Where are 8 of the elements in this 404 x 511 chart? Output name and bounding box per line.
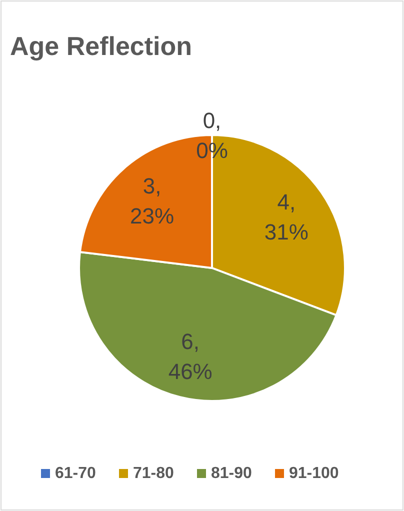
legend-label: 61-70 xyxy=(55,465,96,482)
data-label: 6, 46% xyxy=(168,328,212,384)
chart-title: Age Reflection xyxy=(10,31,192,61)
data-label: 4, 31% xyxy=(264,190,308,245)
legend-label: 91-100 xyxy=(289,465,339,482)
legend-label: 71-80 xyxy=(133,465,174,482)
data-label: 3, 23% xyxy=(130,173,174,228)
legend-label: 81-90 xyxy=(211,465,252,482)
